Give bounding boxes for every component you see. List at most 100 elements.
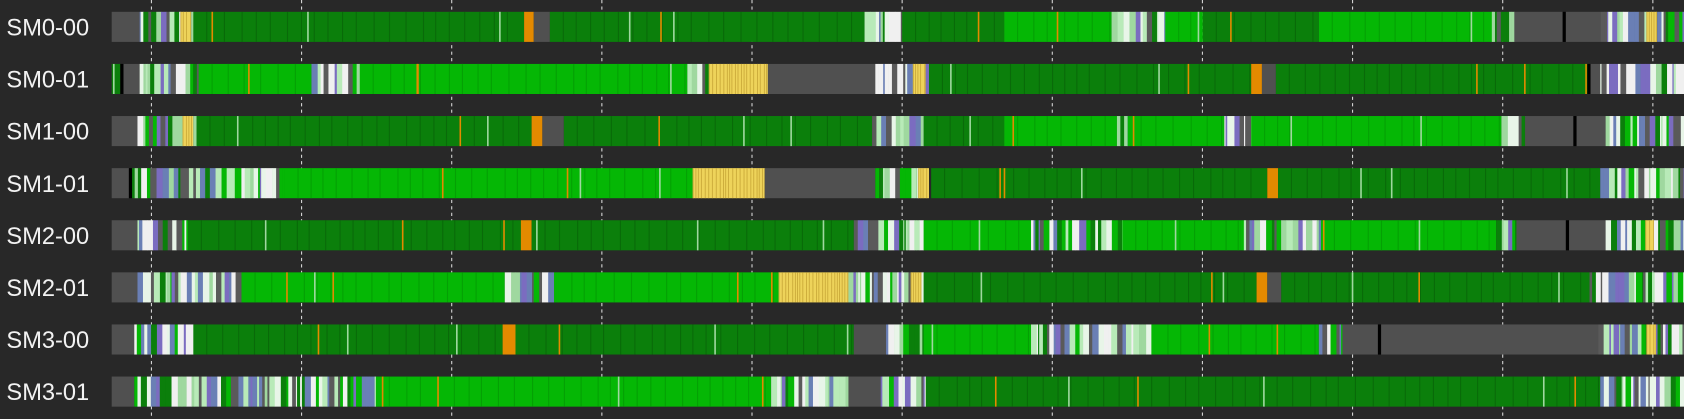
activity-segment <box>886 324 889 355</box>
segment-divider <box>762 168 764 199</box>
segment-divider <box>255 11 257 42</box>
activity-segment <box>855 272 859 303</box>
activity-segment <box>1276 220 1282 251</box>
activity-segment <box>179 11 181 42</box>
segment-divider <box>590 220 592 251</box>
segment-divider <box>254 272 256 303</box>
segment-divider <box>1227 324 1229 355</box>
segment-divider <box>617 11 619 42</box>
activity-segment <box>170 272 172 303</box>
activity-segment <box>359 63 688 95</box>
activity-segment <box>875 168 880 199</box>
segment-divider <box>453 376 455 407</box>
segment-divider <box>1337 376 1339 407</box>
activity-segment <box>1611 220 1618 251</box>
activity-segment <box>1625 220 1628 251</box>
activity-segment <box>903 63 906 95</box>
activity-segment <box>928 63 1252 95</box>
activity-segment <box>365 376 371 407</box>
activity-segment <box>1090 220 1096 251</box>
segment-divider <box>1155 116 1157 147</box>
segment-divider <box>1046 11 1048 42</box>
segment-divider <box>759 63 761 95</box>
activity-segment <box>1286 220 1294 251</box>
activity-segment <box>1031 220 1034 251</box>
event-tick <box>1524 63 1526 95</box>
activity-segment <box>812 376 820 407</box>
segment-divider <box>1011 376 1013 407</box>
segment-divider <box>200 220 202 251</box>
activity-segment <box>1165 11 1203 42</box>
segment-divider <box>330 272 332 303</box>
segment-divider <box>619 220 621 251</box>
activity-segment <box>111 63 121 95</box>
activity-segment <box>848 272 854 303</box>
activity-segment <box>1663 11 1667 42</box>
activity-segment <box>848 376 881 407</box>
activity-segment <box>853 272 857 303</box>
segment-divider <box>993 11 995 42</box>
segment-divider <box>818 11 820 42</box>
activity-segment <box>1083 324 1090 355</box>
segment-divider <box>1645 220 1647 251</box>
activity-segment <box>1244 116 1246 147</box>
segment-divider <box>263 220 265 251</box>
activity-segment <box>241 272 505 303</box>
activity-segment <box>1127 116 1225 147</box>
event-tick <box>1197 11 1200 42</box>
activity-segment <box>136 324 142 355</box>
segment-divider <box>1429 63 1431 95</box>
segment-divider <box>289 116 291 147</box>
activity-segment <box>1675 116 1682 147</box>
segment-divider <box>1087 376 1089 407</box>
activity-segment <box>1508 220 1513 251</box>
activity-segment <box>1509 11 1512 42</box>
activity-segment <box>338 376 341 407</box>
activity-segment <box>137 220 140 251</box>
segment-divider <box>1188 272 1190 303</box>
activity-segment <box>1281 272 1590 303</box>
segment-divider <box>680 272 682 303</box>
segment-divider <box>1042 376 1044 407</box>
segment-divider <box>355 324 357 355</box>
segment-divider <box>728 168 729 199</box>
segment-divider <box>1494 63 1496 95</box>
activity-segment <box>1679 63 1684 95</box>
segment-divider <box>1350 116 1353 147</box>
activity-segment <box>170 63 177 95</box>
activity-segment <box>194 272 199 303</box>
segment-divider <box>749 116 751 147</box>
event-tick <box>659 168 661 199</box>
activity-segment <box>157 220 164 251</box>
activity-segment <box>898 376 903 407</box>
activity-segment <box>1069 324 1076 355</box>
segment-divider <box>634 220 636 251</box>
segment-divider <box>1468 168 1471 199</box>
event-tick <box>1132 116 1135 147</box>
activity-segment <box>150 168 157 199</box>
event-tick <box>999 168 1001 199</box>
event-tick <box>1003 168 1006 199</box>
activity-segment <box>295 376 298 407</box>
activity-segment <box>1261 63 1276 95</box>
activity-segment <box>873 272 879 303</box>
segment-divider <box>388 324 390 355</box>
activity-segment <box>902 376 906 407</box>
event-tick <box>317 324 320 355</box>
activity-segment <box>1601 63 1607 95</box>
activity-segment <box>1640 63 1646 95</box>
segment-divider <box>978 168 980 199</box>
segment-divider <box>331 116 333 147</box>
activity-segment <box>175 63 180 95</box>
segment-divider <box>725 168 727 199</box>
activity-segment <box>1608 376 1615 407</box>
activity-segment <box>141 324 145 355</box>
activity-segment <box>1657 272 1664 303</box>
activity-segment <box>898 272 902 303</box>
segment-divider <box>584 168 586 199</box>
segment-divider <box>211 63 213 95</box>
activity-segment <box>870 11 877 42</box>
segment-divider <box>379 168 381 199</box>
activity-segment <box>334 63 338 95</box>
activity-segment <box>931 168 1268 199</box>
